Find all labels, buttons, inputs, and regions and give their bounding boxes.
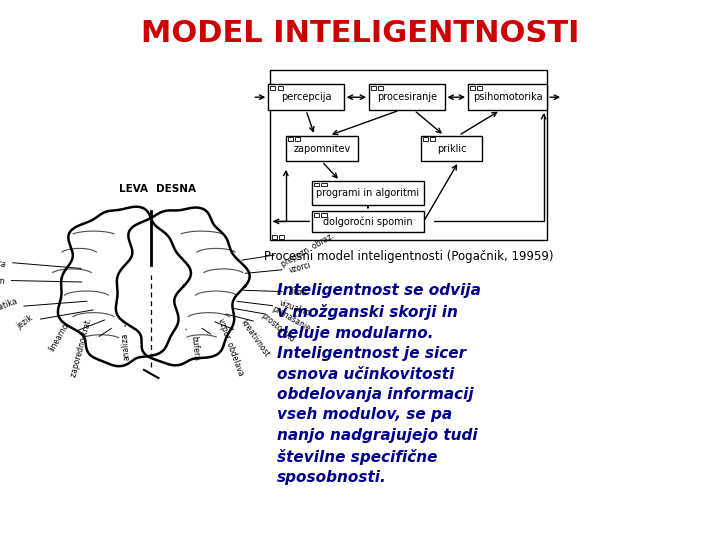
Text: razum: razum — [0, 275, 82, 286]
Text: DESNA: DESNA — [156, 184, 197, 194]
Bar — [272, 235, 277, 239]
Text: procesiranje: procesiranje — [377, 92, 437, 102]
Text: zapomnitev: zapomnitev — [293, 144, 351, 153]
Text: logika: logika — [0, 253, 81, 269]
Bar — [468, 84, 547, 110]
Text: kreativnost: kreativnost — [215, 318, 271, 359]
Bar — [322, 213, 327, 217]
Text: ritmi: ritmi — [244, 287, 307, 298]
Bar — [279, 235, 284, 239]
Bar — [431, 137, 436, 141]
Text: programi in algoritmi: programi in algoritmi — [316, 188, 420, 198]
Bar — [271, 86, 276, 90]
Text: vizualno: vizualno — [237, 299, 312, 318]
Bar — [268, 84, 344, 110]
Bar — [322, 183, 327, 186]
Text: jezik: jezik — [15, 310, 93, 330]
Bar — [314, 183, 320, 186]
Text: analiza: analiza — [120, 325, 132, 361]
Text: Procesni model inteligentnosti (Pogačnik, 19959): Procesni model inteligentnosti (Pogačnik… — [264, 250, 554, 263]
Bar — [312, 211, 423, 232]
Text: prepozn. obraz.: prepozn. obraz. — [242, 231, 336, 268]
Text: MODEL INTELIGENTNOSTI: MODEL INTELIGENTNOSTI — [140, 19, 580, 48]
Text: prostorsko: prostorsko — [225, 310, 296, 343]
Bar — [420, 136, 482, 161]
Text: zaporedno krat.: zaporedno krat. — [70, 317, 112, 379]
Text: matematika: matematika — [0, 296, 87, 321]
Bar — [295, 137, 300, 141]
Text: dolgoročni spomin: dolgoročni spomin — [323, 216, 413, 227]
Bar — [270, 70, 547, 240]
Bar — [312, 181, 423, 205]
Bar — [286, 136, 358, 161]
Bar — [278, 86, 283, 90]
Text: bufera: bufera — [186, 329, 200, 361]
Bar — [423, 137, 428, 141]
Text: LEVA: LEVA — [119, 184, 148, 194]
Bar — [470, 86, 475, 90]
Text: priklic: priklic — [437, 144, 466, 153]
Text: prenašanje: prenašanje — [233, 304, 312, 333]
Text: linearno: linearno — [48, 320, 104, 354]
Bar — [288, 137, 293, 141]
Bar — [379, 86, 383, 90]
Bar — [477, 86, 482, 90]
Bar — [369, 84, 444, 110]
Text: psihomotorika: psihomotorika — [473, 92, 542, 102]
Text: vzorci: vzorci — [246, 261, 312, 275]
Bar — [314, 213, 320, 217]
Text: vzpor. obdelava: vzpor. obdelava — [202, 317, 245, 377]
Text: percepcija: percepcija — [281, 92, 331, 102]
Text: Inteligentnost se odvija
v možganski skorji in
deluje modularno.
Inteligentnost : Inteligentnost se odvija v možganski sko… — [277, 284, 481, 485]
Bar — [372, 86, 376, 90]
